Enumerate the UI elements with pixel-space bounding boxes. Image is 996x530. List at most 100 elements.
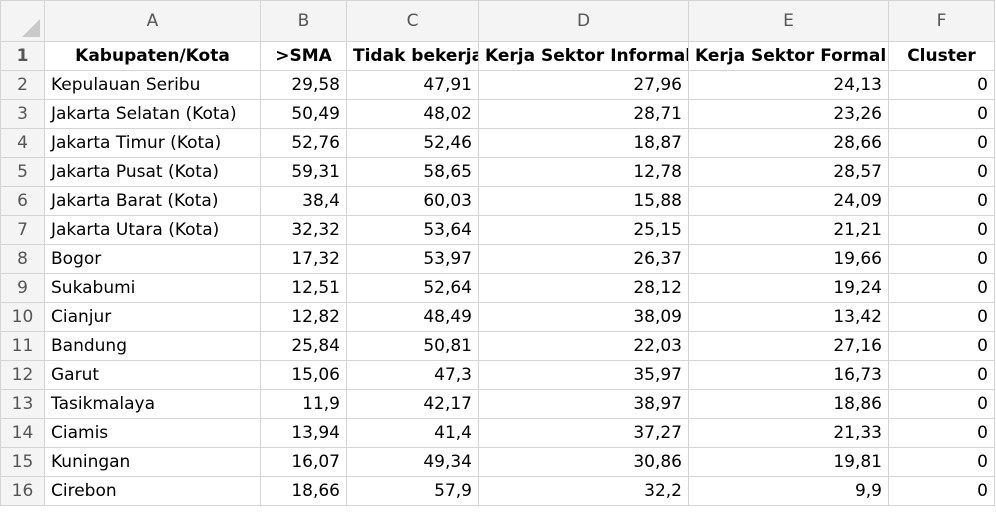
cell-informal[interactable]: 38,97 [478, 389, 689, 419]
cell-kabupaten[interactable]: Bogor [44, 244, 261, 274]
cell-sma[interactable]: 12,82 [260, 302, 347, 332]
cell-kabupaten[interactable]: Sukabumi [44, 273, 261, 303]
cell-formal[interactable]: 19,66 [688, 244, 889, 274]
cell-kabupaten[interactable]: Ciamis [44, 418, 261, 448]
cell-cluster[interactable]: 0 [888, 157, 995, 187]
cell-kabupaten[interactable]: Jakarta Utara (Kota) [44, 215, 261, 245]
cell-cluster[interactable]: 0 [888, 273, 995, 303]
cell-informal[interactable]: 15,88 [478, 186, 689, 216]
cell-kabupaten[interactable]: Kepulauan Seribu [44, 70, 261, 100]
cell-informal[interactable]: 35,97 [478, 360, 689, 390]
cell-cluster[interactable]: 0 [888, 99, 995, 129]
cell-cluster[interactable]: 0 [888, 244, 995, 274]
cell-tidak-bekerja[interactable]: 58,65 [346, 157, 479, 187]
cell-informal[interactable]: 30,86 [478, 447, 689, 477]
cell-informal[interactable]: 22,03 [478, 331, 689, 361]
cell-formal[interactable]: 16,73 [688, 360, 889, 390]
cell-informal[interactable]: 12,78 [478, 157, 689, 187]
cell-informal[interactable]: 26,37 [478, 244, 689, 274]
row-number[interactable]: 5 [0, 157, 45, 187]
row-number[interactable]: 1 [0, 41, 45, 71]
cell-tidak-bekerja[interactable]: 47,91 [346, 70, 479, 100]
cell-cluster[interactable]: 0 [888, 389, 995, 419]
row-number[interactable]: 3 [0, 99, 45, 129]
cell-cluster[interactable]: 0 [888, 418, 995, 448]
row-number[interactable]: 11 [0, 331, 45, 361]
cell-formal[interactable]: 18,86 [688, 389, 889, 419]
row-number[interactable]: 8 [0, 244, 45, 274]
cell-tidak-bekerja[interactable]: 48,49 [346, 302, 479, 332]
cell-sma[interactable]: 50,49 [260, 99, 347, 129]
row-number[interactable]: 6 [0, 186, 45, 216]
cell-tidak-bekerja[interactable]: 49,34 [346, 447, 479, 477]
column-header-b[interactable]: B [260, 0, 347, 42]
cell-sma[interactable]: 17,32 [260, 244, 347, 274]
cell-formal[interactable]: 13,42 [688, 302, 889, 332]
row-number[interactable]: 14 [0, 418, 45, 448]
cell-informal[interactable]: 27,96 [478, 70, 689, 100]
row-number[interactable]: 4 [0, 128, 45, 158]
cell-informal[interactable]: 28,71 [478, 99, 689, 129]
cell-cluster[interactable]: 0 [888, 447, 995, 477]
cell-formal[interactable]: 27,16 [688, 331, 889, 361]
row-number[interactable]: 2 [0, 70, 45, 100]
cell-cluster[interactable]: 0 [888, 186, 995, 216]
row-number[interactable]: 7 [0, 215, 45, 245]
cell-informal[interactable]: 32,2 [478, 476, 689, 506]
cell-tidak-bekerja[interactable]: 47,3 [346, 360, 479, 390]
cell-tidak-bekerja[interactable]: 60,03 [346, 186, 479, 216]
cell-tidak-bekerja[interactable]: 57,9 [346, 476, 479, 506]
cell-informal[interactable]: 25,15 [478, 215, 689, 245]
row-number[interactable]: 15 [0, 447, 45, 477]
cell-header-cluster[interactable]: Cluster [888, 41, 995, 71]
cell-sma[interactable]: 16,07 [260, 447, 347, 477]
cell-kabupaten[interactable]: Jakarta Selatan (Kota) [44, 99, 261, 129]
cell-kabupaten[interactable]: Kuningan [44, 447, 261, 477]
cell-sma[interactable]: 38,4 [260, 186, 347, 216]
cell-sma[interactable]: 18,66 [260, 476, 347, 506]
cell-cluster[interactable]: 0 [888, 476, 995, 506]
cell-formal[interactable]: 21,21 [688, 215, 889, 245]
cell-informal[interactable]: 18,87 [478, 128, 689, 158]
cell-formal[interactable]: 24,09 [688, 186, 889, 216]
cell-sma[interactable]: 52,76 [260, 128, 347, 158]
cell-cluster[interactable]: 0 [888, 70, 995, 100]
cell-tidak-bekerja[interactable]: 48,02 [346, 99, 479, 129]
row-number[interactable]: 12 [0, 360, 45, 390]
row-number[interactable]: 16 [0, 476, 45, 506]
cell-cluster[interactable]: 0 [888, 302, 995, 332]
cell-cluster[interactable]: 0 [888, 128, 995, 158]
cell-tidak-bekerja[interactable]: 42,17 [346, 389, 479, 419]
cell-sma[interactable]: 15,06 [260, 360, 347, 390]
cell-sma[interactable]: 32,32 [260, 215, 347, 245]
cell-formal[interactable]: 28,57 [688, 157, 889, 187]
cell-tidak-bekerja[interactable]: 52,46 [346, 128, 479, 158]
column-header-f[interactable]: F [888, 0, 995, 42]
cell-header-tidak-bekerja[interactable]: Tidak bekerja [346, 41, 479, 71]
cell-sma[interactable]: 13,94 [260, 418, 347, 448]
cell-header-formal[interactable]: Kerja Sektor Formal [688, 41, 889, 71]
cell-sma[interactable]: 11,9 [260, 389, 347, 419]
cell-informal[interactable]: 38,09 [478, 302, 689, 332]
cell-cluster[interactable]: 0 [888, 331, 995, 361]
cell-tidak-bekerja[interactable]: 50,81 [346, 331, 479, 361]
cell-kabupaten[interactable]: Cirebon [44, 476, 261, 506]
cell-formal[interactable]: 9,9 [688, 476, 889, 506]
column-header-a[interactable]: A [44, 0, 261, 42]
cell-sma[interactable]: 29,58 [260, 70, 347, 100]
cell-formal[interactable]: 28,66 [688, 128, 889, 158]
cell-sma[interactable]: 12,51 [260, 273, 347, 303]
column-header-d[interactable]: D [478, 0, 689, 42]
cell-tidak-bekerja[interactable]: 53,64 [346, 215, 479, 245]
row-number[interactable]: 9 [0, 273, 45, 303]
cell-kabupaten[interactable]: Tasikmalaya [44, 389, 261, 419]
cell-kabupaten[interactable]: Jakarta Barat (Kota) [44, 186, 261, 216]
cell-formal[interactable]: 19,24 [688, 273, 889, 303]
column-header-c[interactable]: C [346, 0, 479, 42]
cell-tidak-bekerja[interactable]: 53,97 [346, 244, 479, 274]
column-header-e[interactable]: E [688, 0, 889, 42]
cell-informal[interactable]: 37,27 [478, 418, 689, 448]
cell-cluster[interactable]: 0 [888, 215, 995, 245]
cell-header-kabupaten[interactable]: Kabupaten/Kota [44, 41, 261, 71]
cell-header-sma[interactable]: >SMA [260, 41, 347, 71]
